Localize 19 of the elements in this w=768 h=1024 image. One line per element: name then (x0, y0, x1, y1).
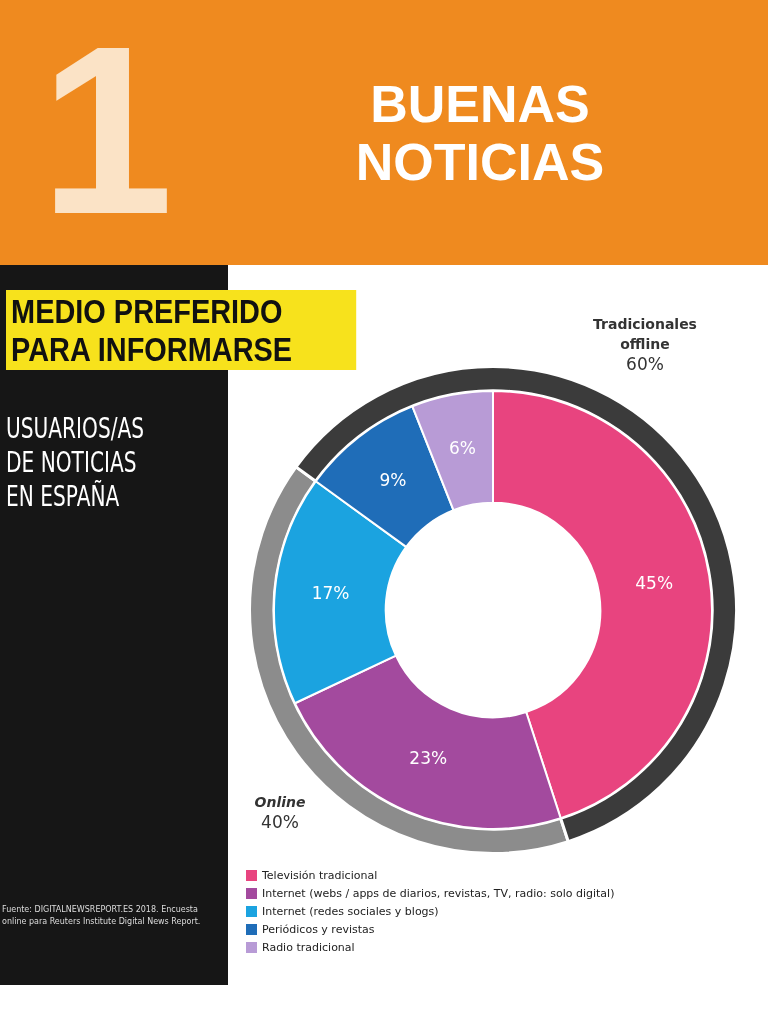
legend-label: Radio tradicional (262, 940, 355, 954)
legend-label: Internet (redes sociales y blogs) (262, 904, 439, 918)
data-label: 23% (409, 748, 448, 769)
data-label: 60% (626, 354, 664, 374)
text: 1 (40, 0, 174, 264)
data-label: 6% (448, 438, 476, 459)
legend-label: Internet (webs / apps de diarios, revistas, TV, radio: solo digital) (262, 886, 615, 900)
slice-label: Tradicionales offline (592, 315, 698, 354)
data-label: 40% (261, 812, 299, 832)
legend-label: Periódicos y revistas (262, 922, 375, 936)
data-label: 45% (635, 572, 674, 593)
chart-title: MEDIO PREFERIDO PARA INFORMARSE (6, 290, 357, 370)
text: BUENAS NOTICIAS (354, 75, 606, 191)
data-label: 9% (379, 469, 407, 490)
source-note: Fuente: DIGITALNEWSREPORT.ES 2018. Encuesta online para Reuters Institute Digital News Report. (2, 904, 202, 928)
slice-label: Online (253, 793, 307, 812)
legend-label: Televisión tradicional (262, 868, 378, 882)
data-label: 17% (311, 583, 350, 604)
text: USUARIOS/AS DE NOTICIAS EN ESPAÑA (6, 412, 146, 514)
